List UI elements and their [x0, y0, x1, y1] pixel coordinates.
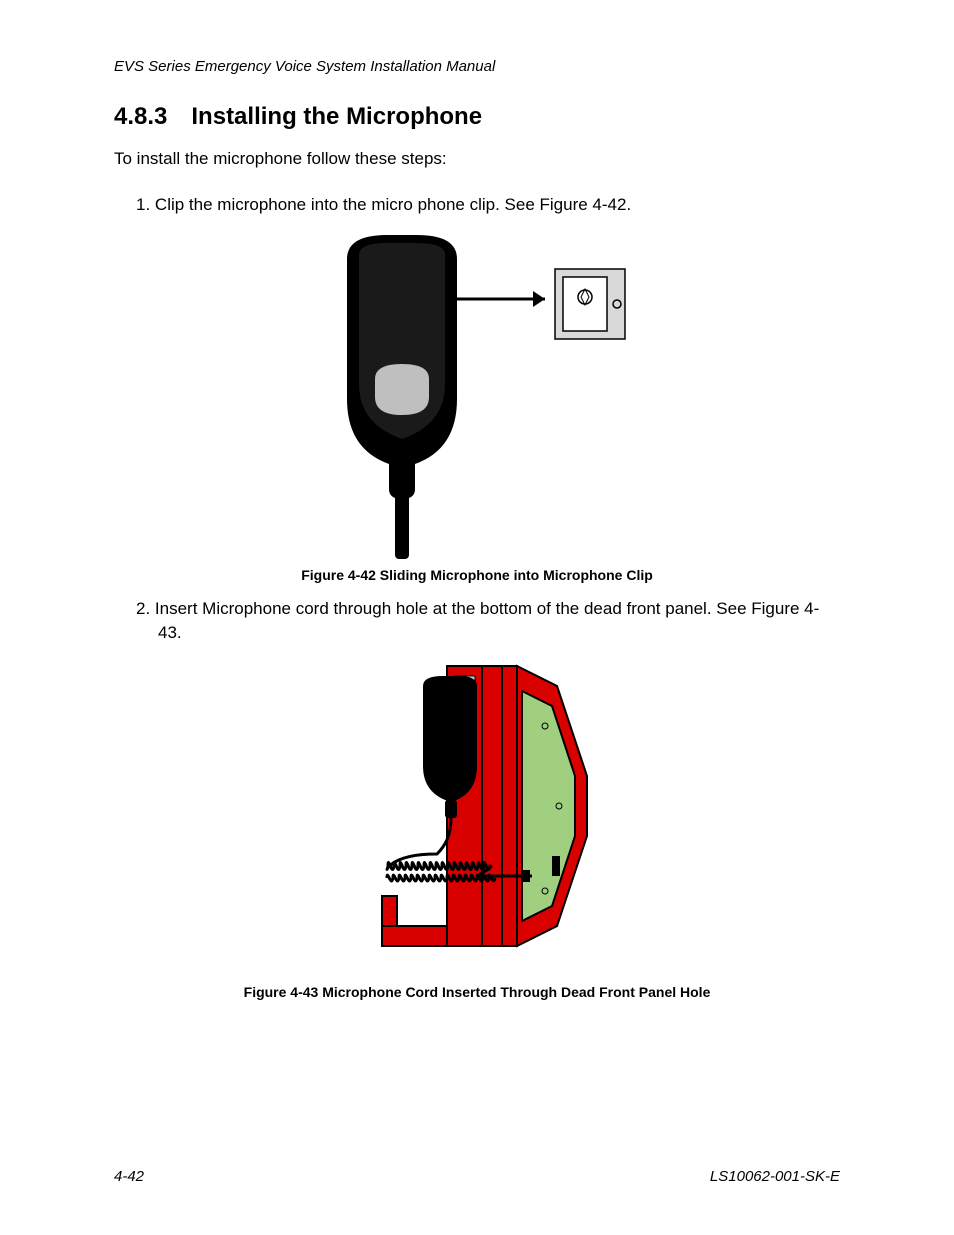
step-2-num: 2.	[136, 599, 150, 618]
intro-text: To install the microphone follow these s…	[114, 149, 840, 169]
step-2-text: Insert Microphone cord through hole at t…	[155, 599, 819, 642]
figure-4-42-caption: Figure 4-42 Sliding Microphone into Micr…	[114, 567, 840, 583]
section-number: 4.8.3	[114, 103, 167, 131]
page-header: EVS Series Emergency Voice System Instal…	[114, 58, 840, 75]
figure-4-43-caption: Figure 4-43 Microphone Cord Inserted Thr…	[114, 984, 840, 1000]
figure-4-42	[114, 229, 840, 559]
figure-4-43	[114, 656, 840, 976]
page-number: 4-42	[114, 1168, 144, 1185]
section-heading: 4.8.3 Installing the Microphone	[114, 103, 840, 131]
microphone-into-clip-illustration	[287, 229, 667, 559]
section-title-text: Installing the Microphone	[191, 103, 482, 130]
step-1-text: Clip the microphone into the micro phone…	[155, 195, 631, 214]
cord-through-panel-illustration	[327, 656, 627, 976]
document-id: LS10062-001-SK-E	[710, 1168, 840, 1185]
page-footer: 4-42 LS10062-001-SK-E	[114, 1168, 840, 1185]
step-1-num: 1.	[136, 195, 150, 214]
step-1: 1. Clip the microphone into the micro ph…	[136, 193, 840, 217]
step-2: 2. Insert Microphone cord through hole a…	[136, 597, 840, 645]
